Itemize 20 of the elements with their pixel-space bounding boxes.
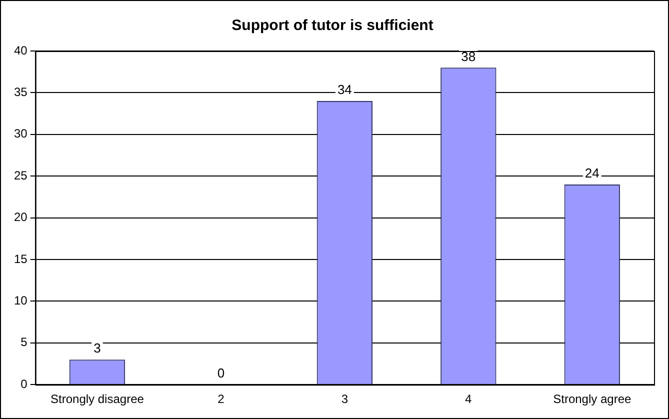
y-tick-label: 5	[20, 335, 28, 350]
x-tick-label: 4	[465, 392, 472, 406]
y-tick-label: 0	[20, 376, 28, 391]
data-label: 0	[217, 366, 225, 381]
y-tick-label: 20	[14, 210, 28, 224]
y-tick-label: 30	[14, 126, 28, 141]
y-tick-label: 10	[14, 294, 28, 308]
chart-title: Support of tutor is sufficient	[232, 17, 434, 34]
data-label: 24	[584, 166, 600, 181]
x-tick-label: Strongly agree	[553, 392, 632, 406]
x-tick-label: Strongly disagree	[50, 392, 144, 406]
y-tick-label: 25	[14, 168, 28, 182]
x-tick-label: 2	[218, 392, 225, 406]
x-tick-label: 3	[341, 392, 348, 406]
y-tick-label: 40	[14, 43, 28, 58]
data-label: 3	[94, 340, 101, 356]
data-label: 34	[337, 82, 352, 98]
y-tick-label: 35	[14, 85, 28, 100]
data-label: 38	[461, 48, 476, 64]
y-tick-label: 15	[14, 252, 28, 266]
